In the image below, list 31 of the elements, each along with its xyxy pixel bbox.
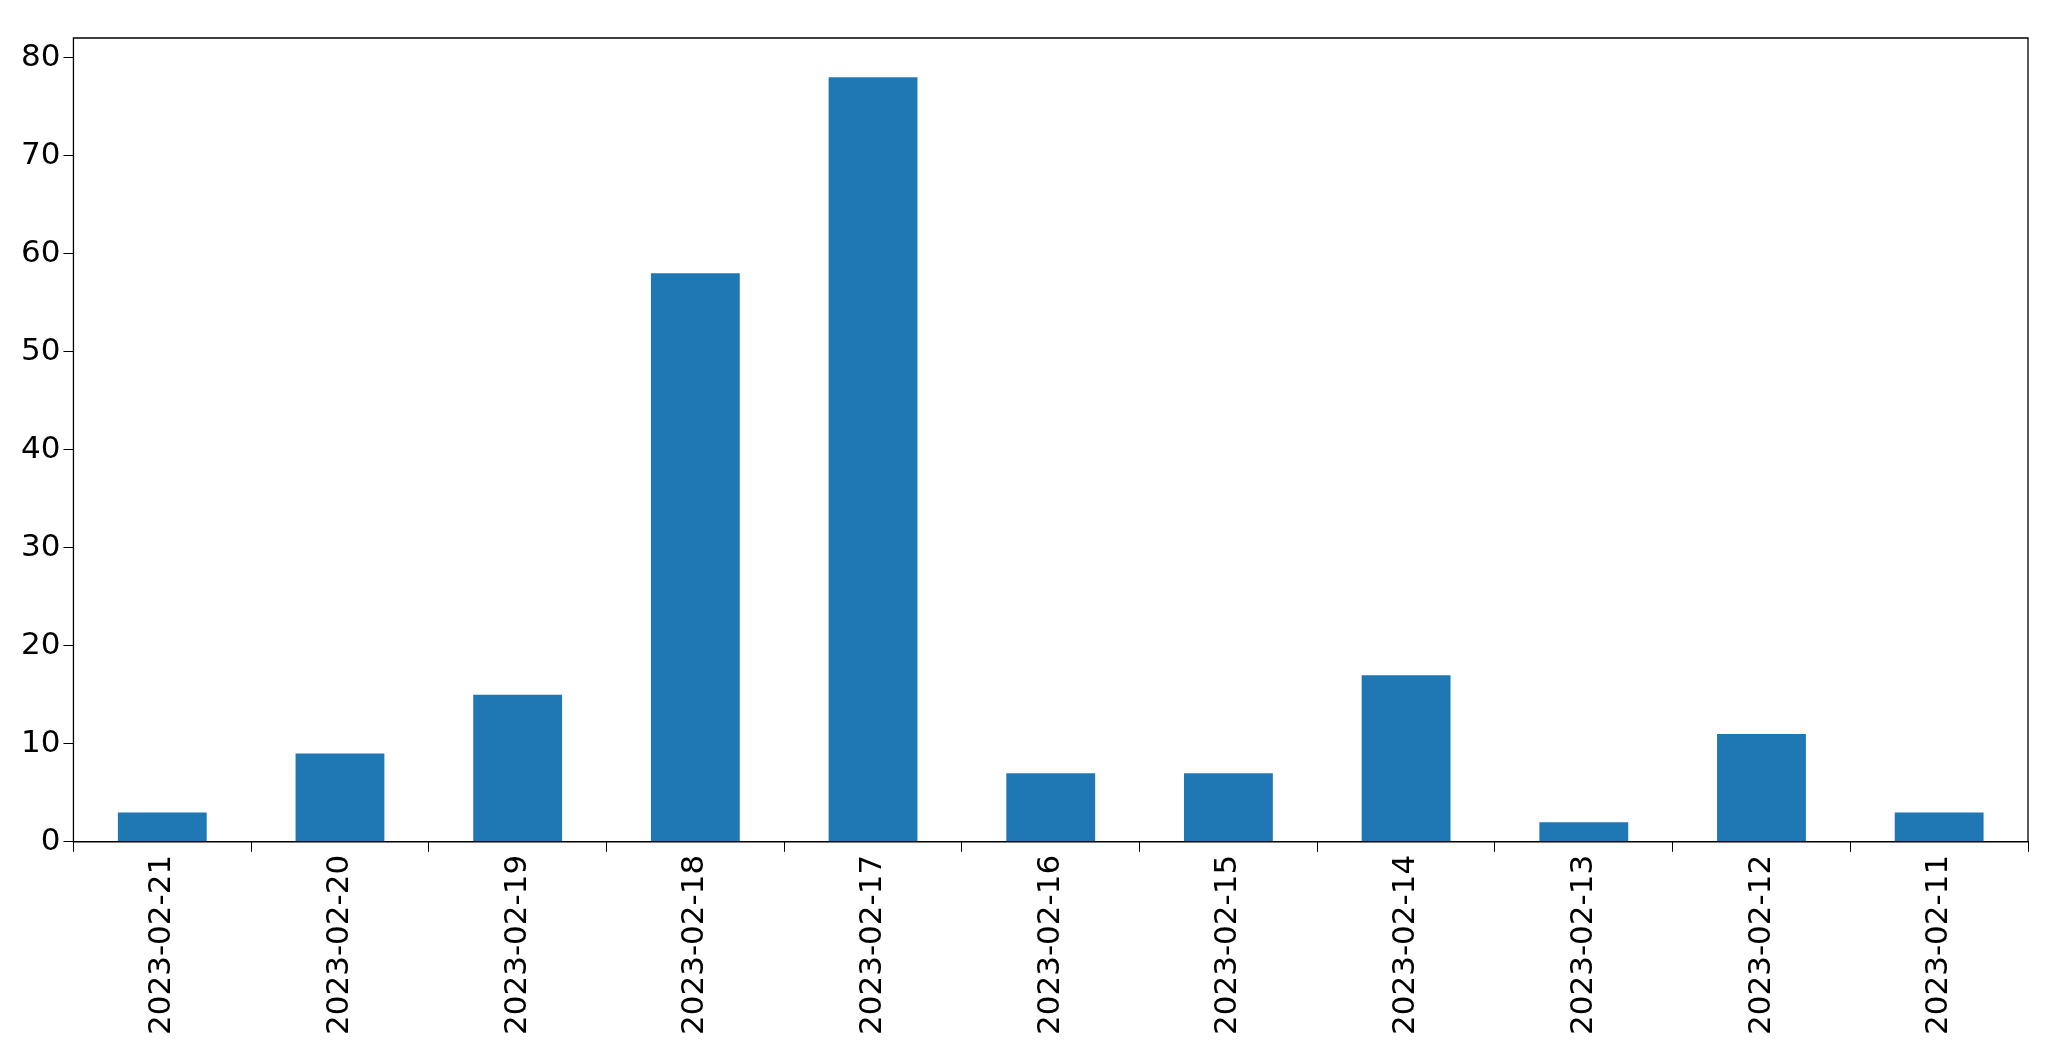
bar [828,77,918,842]
bar [1183,773,1273,842]
y-tick-label: 60 [20,232,61,269]
bar [650,273,740,842]
bar [1361,675,1451,842]
y-tick-label: 20 [20,624,61,661]
x-tick-label: 2023-02-18 [674,854,711,1036]
y-tick-label: 30 [20,526,61,563]
x-tick-label: 2023-02-12 [1740,854,1777,1036]
x-tick-label: 2023-02-11 [1918,854,1955,1036]
bar [1894,812,1984,842]
bar [295,753,385,842]
bar [1539,822,1629,842]
y-tick-label: 50 [20,330,61,367]
bar [1717,734,1806,842]
bar [473,694,563,842]
x-tick-label: 2023-02-16 [1029,854,1066,1036]
y-tick-label: 70 [20,134,61,171]
x-tick-label: 2023-02-13 [1562,854,1599,1036]
x-tick-label: 2023-02-17 [852,854,889,1036]
bar [117,812,207,842]
x-tick-label: 2023-02-14 [1385,854,1422,1036]
x-tick-label: 2023-02-15 [1207,854,1244,1036]
bar [1006,773,1096,842]
y-tick-label: 0 [40,820,61,857]
x-tick-label: 2023-02-21 [141,854,178,1036]
y-tick-label: 40 [20,428,61,465]
y-tick-label: 10 [20,722,61,759]
x-tick-label: 2023-02-19 [496,854,533,1036]
x-tick-label: 2023-02-20 [319,854,356,1036]
y-tick-label: 80 [20,36,61,73]
